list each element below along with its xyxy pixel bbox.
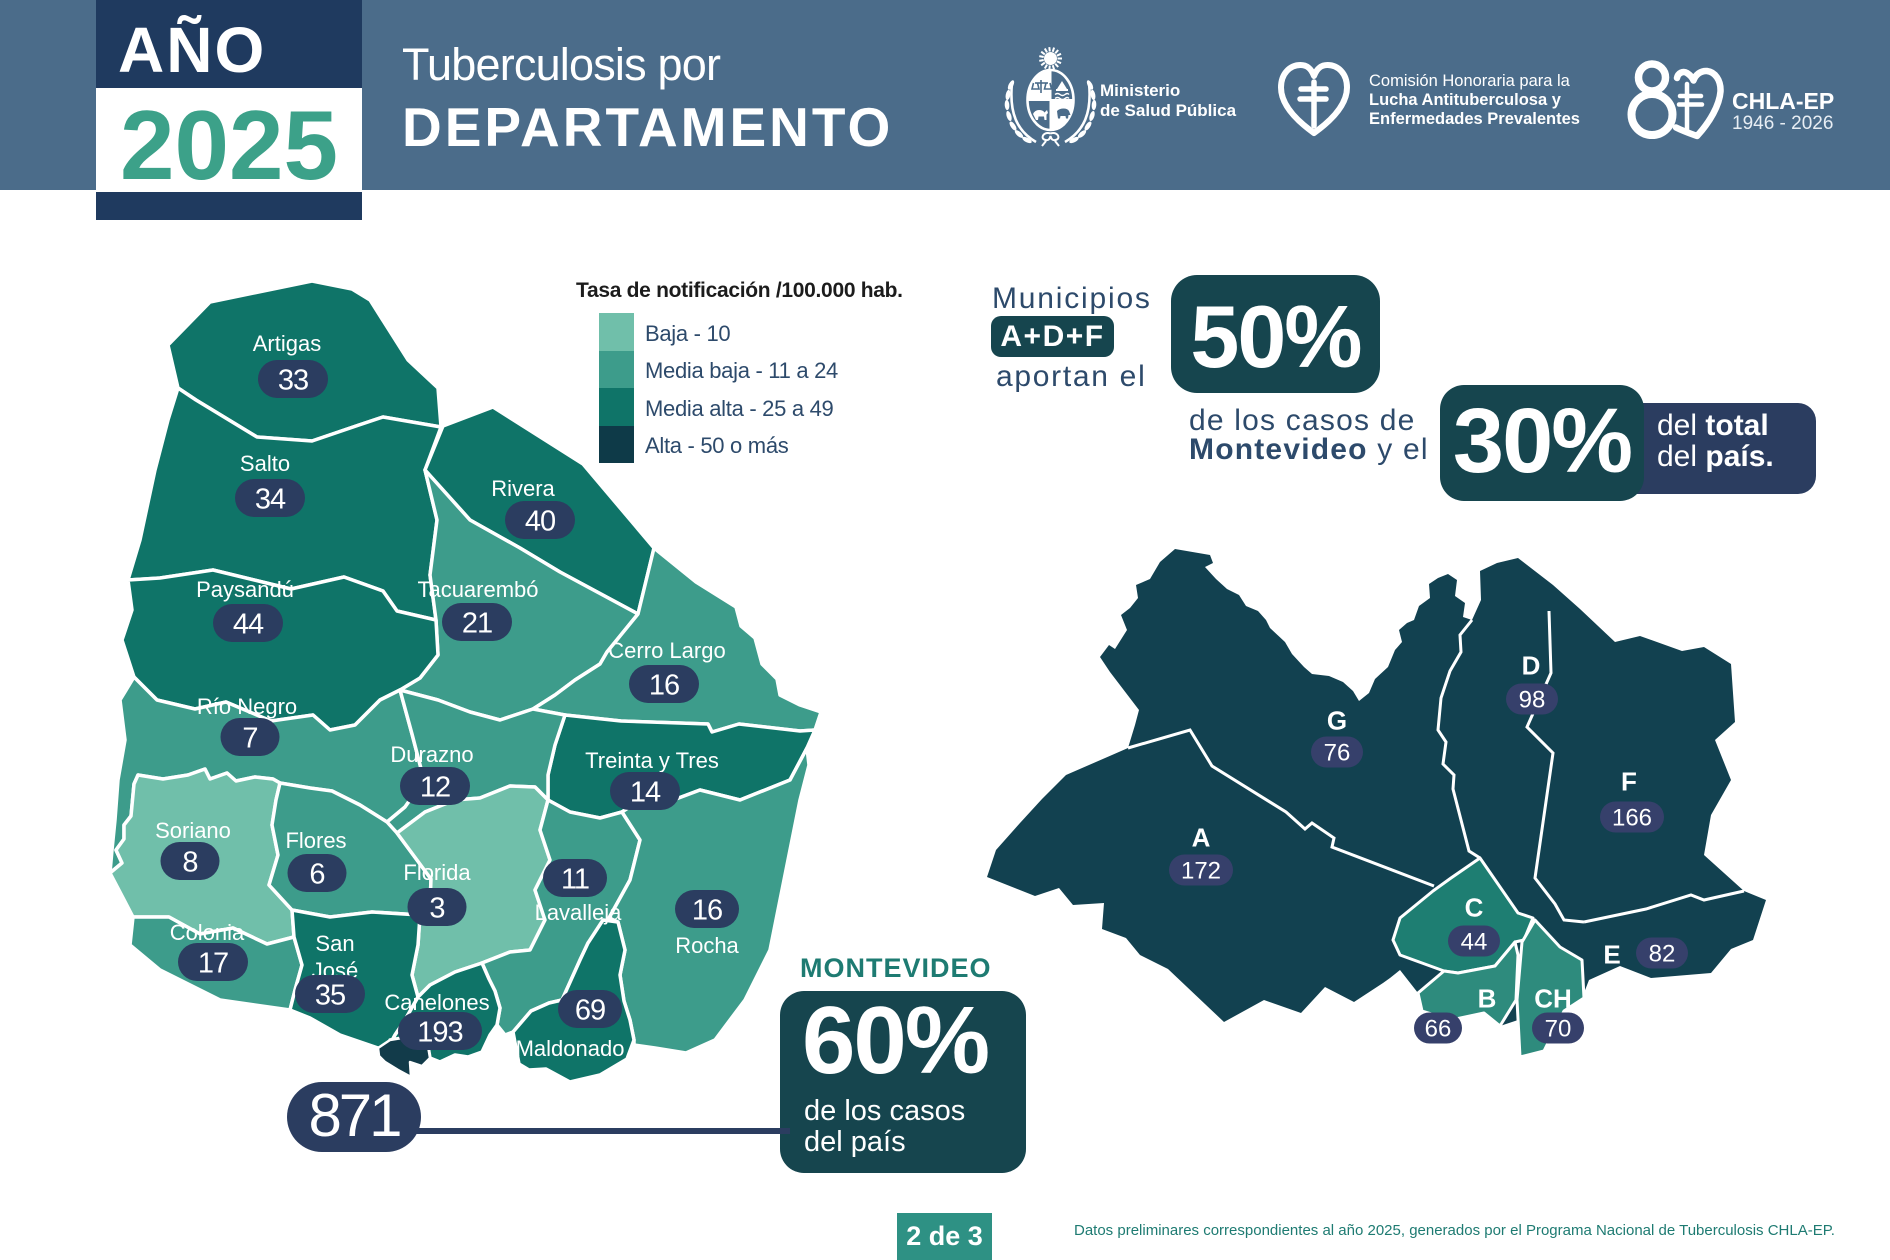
svg-text:40: 40 bbox=[525, 505, 555, 537]
svg-text:Lavalleja: Lavalleja bbox=[535, 900, 623, 925]
svg-text:98: 98 bbox=[1519, 687, 1546, 714]
svg-text:A: A bbox=[1192, 822, 1211, 852]
svg-text:Rivera: Rivera bbox=[491, 476, 555, 501]
svg-text:14: 14 bbox=[630, 776, 661, 808]
svg-text:C: C bbox=[1465, 892, 1484, 922]
svg-text:CH: CH bbox=[1534, 983, 1572, 1013]
svg-text:12: 12 bbox=[420, 771, 450, 803]
svg-text:193: 193 bbox=[417, 1016, 462, 1048]
svg-text:8: 8 bbox=[182, 846, 197, 878]
svg-text:Treinta y Tres: Treinta y Tres bbox=[585, 748, 719, 773]
svg-text:Canelones: Canelones bbox=[384, 990, 489, 1015]
svg-text:70: 70 bbox=[1545, 1016, 1572, 1043]
svg-text:E: E bbox=[1603, 939, 1620, 969]
svg-text:76: 76 bbox=[1324, 740, 1351, 767]
svg-text:21: 21 bbox=[462, 607, 492, 639]
svg-text:Colonia: Colonia bbox=[170, 920, 245, 945]
svg-text:166: 166 bbox=[1612, 805, 1652, 832]
svg-text:Soriano: Soriano bbox=[155, 818, 231, 843]
svg-text:11: 11 bbox=[561, 863, 589, 895]
svg-text:33: 33 bbox=[278, 364, 308, 396]
svg-text:Flores: Flores bbox=[285, 828, 346, 853]
svg-text:Maldonado: Maldonado bbox=[516, 1036, 625, 1061]
svg-text:Río Negro: Río Negro bbox=[197, 694, 297, 719]
svg-text:6: 6 bbox=[309, 858, 324, 890]
svg-text:66: 66 bbox=[1425, 1016, 1452, 1043]
svg-text:G: G bbox=[1327, 705, 1347, 735]
svg-text:44: 44 bbox=[1461, 929, 1488, 956]
svg-text:7: 7 bbox=[242, 722, 257, 754]
svg-text:3: 3 bbox=[429, 892, 444, 924]
svg-text:Paysandú: Paysandú bbox=[196, 577, 294, 602]
svg-text:F: F bbox=[1621, 766, 1637, 796]
svg-text:35: 35 bbox=[315, 979, 345, 1011]
svg-text:16: 16 bbox=[692, 894, 722, 926]
svg-text:17: 17 bbox=[198, 947, 228, 979]
svg-text:Florida: Florida bbox=[403, 860, 471, 885]
svg-text:Salto: Salto bbox=[240, 451, 290, 476]
svg-text:16: 16 bbox=[649, 669, 679, 701]
svg-text:San: San bbox=[315, 931, 354, 956]
svg-text:Rocha: Rocha bbox=[675, 933, 739, 958]
svg-text:B: B bbox=[1478, 983, 1497, 1013]
svg-text:Durazno: Durazno bbox=[390, 742, 473, 767]
svg-text:Tacuarembó: Tacuarembó bbox=[417, 577, 538, 602]
svg-text:172: 172 bbox=[1181, 858, 1221, 885]
svg-text:D: D bbox=[1522, 650, 1541, 680]
svg-text:34: 34 bbox=[255, 483, 286, 515]
svg-text:Artigas: Artigas bbox=[253, 331, 321, 356]
svg-text:44: 44 bbox=[233, 608, 264, 640]
svg-text:69: 69 bbox=[575, 994, 605, 1026]
svg-text:Cerro Largo: Cerro Largo bbox=[608, 638, 725, 663]
svg-text:82: 82 bbox=[1649, 941, 1676, 968]
